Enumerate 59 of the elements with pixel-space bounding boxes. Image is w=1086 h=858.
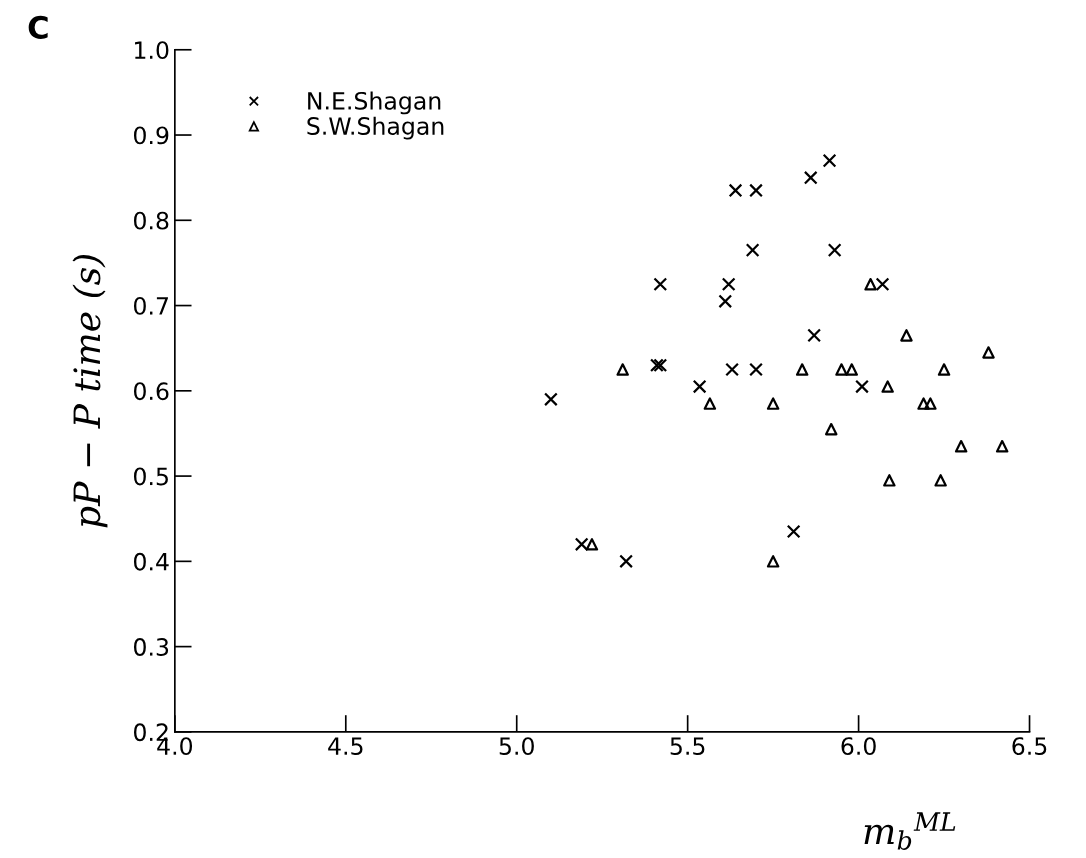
point [616, 363, 629, 376]
x-axis-title: m$_{b}$$^{ML}$ [864, 812, 956, 850]
y-tick-label: 0.8 [133, 211, 169, 230]
y-tick-label: 1.0 [135, 41, 169, 60]
point [543, 392, 558, 407]
y-tick-label: 0.6 [133, 382, 169, 401]
point [883, 474, 896, 487]
point [995, 439, 1009, 453]
point [881, 380, 894, 393]
point [653, 277, 668, 292]
point [824, 422, 838, 436]
point [692, 379, 707, 394]
point [845, 363, 859, 376]
x-tick-label: 5.0 [499, 737, 534, 756]
point [900, 329, 913, 342]
y-tick-label: 0.7 [133, 297, 168, 315]
point [574, 537, 589, 552]
point [795, 363, 809, 376]
x-tick-label: 4.5 [328, 737, 363, 756]
x-tick-label: 6.5 [1012, 737, 1047, 756]
point [982, 346, 995, 359]
legend-label: S.W.Shagan [307, 116, 444, 140]
point [749, 183, 763, 198]
point [745, 243, 760, 258]
point [721, 277, 736, 292]
point [822, 153, 837, 168]
point [749, 362, 763, 377]
point [728, 183, 743, 198]
y-tick-label: 0.4 [133, 552, 169, 571]
point [803, 170, 818, 185]
point [718, 294, 733, 309]
point [954, 439, 968, 453]
y-tick-label: 0.5 [133, 467, 168, 486]
point [875, 277, 890, 292]
point [855, 379, 869, 394]
point [864, 277, 877, 291]
x-tick-label: 6.0 [841, 737, 876, 756]
point [835, 363, 848, 376]
x-tick-label: 5.5 [670, 737, 705, 756]
point [807, 328, 822, 343]
point [934, 474, 947, 487]
y-axis-title: pP − P time (s) [72, 254, 108, 528]
point [827, 243, 842, 258]
point [619, 554, 634, 569]
y-tick-label: 0.3 [133, 638, 169, 656]
legend-label: N.E.Shagan [308, 91, 441, 115]
y-tick-label: 0.9 [133, 126, 169, 145]
point [766, 555, 780, 568]
point [766, 397, 780, 410]
point [703, 397, 717, 410]
point [924, 397, 937, 410]
point [725, 362, 740, 377]
point [649, 358, 664, 373]
point [585, 538, 599, 551]
point [917, 397, 930, 410]
point [786, 524, 801, 539]
point [653, 358, 668, 373]
point [937, 363, 951, 376]
chart-title: C [28, 15, 48, 39]
